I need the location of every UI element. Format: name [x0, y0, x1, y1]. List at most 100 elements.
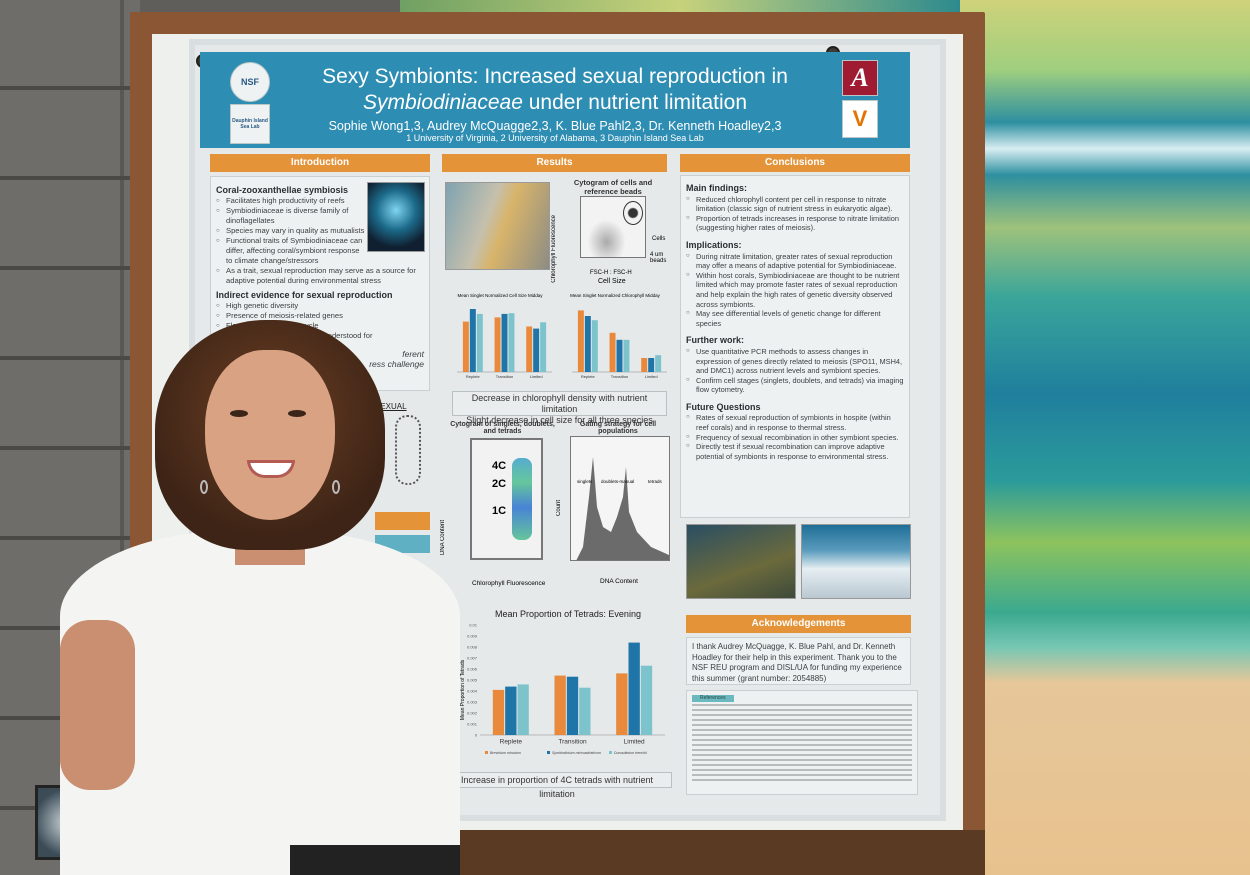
lab-photo [445, 182, 550, 270]
dna-histogram [570, 436, 670, 561]
poster-title: Sexy Symbionts: Increased sexual reprodu… [322, 65, 788, 88]
bar-replete-2 [517, 684, 529, 735]
bar-limited-2 [540, 322, 547, 372]
cell-size-chart: Mean Singlet Normalized Cell Size Midday… [457, 293, 552, 379]
ocean-painting [955, 0, 1250, 875]
conclusions-bullet: Reduced chlorophyll content per cell in … [686, 195, 904, 214]
conclusions-bullet: During nitrate limitation, greater rates… [686, 252, 904, 271]
painting-top [400, 0, 960, 14]
y-tick-label: 0 [475, 733, 478, 738]
bar-limited-1 [628, 642, 640, 735]
y-tick-label: 0.008 [467, 645, 478, 650]
conclusions-bullet: Within host corals, Symbiodiniaceae are … [686, 271, 904, 309]
references-header: References [692, 695, 734, 702]
bar-limited-0 [616, 673, 628, 735]
bar-limited-0 [641, 358, 648, 372]
bar-replete-2 [476, 313, 483, 372]
bleached-coral-photo [801, 524, 911, 599]
conclusions-section-title: Implications: [686, 239, 742, 250]
callout-line: Decrease in chlorophyll density with nut… [471, 393, 648, 414]
bar-replete-2 [591, 320, 598, 372]
histogram-xlabel: DNA Content [600, 578, 638, 585]
tetrads-chart: Mean Proportion of Tetrads: Evening Mean… [460, 609, 665, 755]
gate-singlets: singlets [577, 479, 593, 484]
cytogram1-ylabel: Chlorophyll Fluorescence [551, 215, 557, 283]
category-label: Transition [558, 739, 587, 746]
y-tick-label: 0.004 [467, 689, 478, 694]
dark-pants [290, 845, 460, 875]
category-label: Limited [530, 374, 543, 379]
intro-partial-text: ress challenge [369, 359, 424, 369]
intro-bullet: Functional traits of Symbiodiniaceae can… [216, 236, 366, 266]
intro-heading-symbiosis: Coral-zooxanthellae symbiosis [216, 185, 349, 195]
intro-bullet: Facilitates high productivity of reefs [216, 196, 366, 206]
conclusions-header: Conclusions [680, 154, 910, 172]
bar-transition-1 [566, 676, 579, 735]
conclusions-bullet: Confirm cell stages (singlets, doublets,… [686, 376, 904, 395]
gate-1c-label: 1C [492, 505, 507, 517]
bar-transition-2 [579, 687, 591, 735]
conclusions-bullet: Frequency of sexual recombination in oth… [686, 433, 904, 443]
y-tick-label: 0.009 [467, 634, 478, 639]
person-presenter [60, 320, 480, 875]
introduction-header: Introduction [210, 154, 430, 172]
bar-replete-0 [577, 310, 584, 372]
cells-label: Cells [652, 236, 666, 242]
bar-replete-1 [469, 309, 476, 372]
conclusions-bullet: Use quantitative PCR methods to assess c… [686, 347, 904, 376]
category-label: Limited [624, 739, 645, 746]
intro-orange-bar [375, 512, 430, 530]
acknowledgements-header: Acknowledgements [686, 615, 911, 633]
category-label: Transition [496, 374, 513, 379]
cytogram1-title: Cytogram of cells and reference beads [573, 178, 653, 196]
poster-affiliations: 1 University of Virginia, 2 University o… [406, 133, 704, 143]
results-callout-chlorophyll: Decrease in chlorophyll density with nut… [452, 391, 667, 425]
histogram-title: Gating strategy for cell populations [579, 421, 657, 435]
meiosis-diagram [395, 415, 421, 485]
category-label: Replete [466, 374, 481, 379]
bar-transition-0 [494, 317, 501, 372]
alabama-logo: A [842, 60, 878, 96]
category-label: Replete [581, 374, 596, 379]
y-tick-label: 0.01 [469, 623, 478, 628]
chart-title: Mean Singlet Normalized Cell Size Midday [457, 293, 543, 298]
intro-bullet: As a trait, sexual reproduction may serv… [216, 266, 424, 286]
acknowledgements-text: I thank Audrey McQuagge, K. Blue Pahl, a… [686, 637, 911, 685]
bar-replete-0 [462, 321, 469, 372]
intro-partial-text: ferent [402, 349, 424, 359]
cytogram2-plot [470, 438, 543, 560]
bar-limited-0 [526, 326, 533, 372]
coral-fluorescence-photo [367, 182, 425, 252]
intro-bullet: Species may vary in quality as mutualist… [216, 226, 366, 236]
references-box: References [686, 690, 918, 795]
poster-authors: Sophie Wong1,3, Audrey McQuagge2,3, K. B… [328, 119, 782, 133]
conclusions-bullet: May see differential levels of genetic c… [686, 309, 904, 328]
bar-replete-0 [492, 689, 505, 735]
beads-label: 4 um beads [650, 252, 667, 264]
results-header: Results [442, 154, 667, 172]
poster-header: Sexy Symbionts: Increased sexual reprodu… [200, 52, 910, 148]
gate-4c-label: 4C [492, 460, 507, 472]
bar-transition-1 [616, 339, 623, 372]
legend-entry: Durusdinium trenchii [614, 751, 647, 755]
gate-2c-label: 2C [492, 478, 507, 490]
y-tick-label: 0.001 [467, 722, 478, 727]
intro-bullet: High genetic diversity [216, 301, 424, 311]
y-tick-label: 0.002 [467, 711, 478, 716]
intro-bullet: Presence of meiosis-related genes [216, 311, 424, 321]
intro-heading-evidence: Indirect evidence for sexual reproductio… [216, 290, 393, 300]
poster-title-line2: Symbiodiniaceae under nutrient limitatio… [362, 91, 748, 114]
eye [288, 410, 306, 417]
cytogram2-xlabel: Chlorophyll Fluorescence [472, 580, 546, 587]
chart-ylabel: Mean Proportion of Tetrads [460, 659, 466, 720]
y-tick-label: 0.003 [467, 700, 478, 705]
legend-entry: Symbiodinium microadriaticum [552, 751, 601, 755]
dna-populations [512, 458, 532, 540]
legend-swatch [547, 751, 550, 754]
bar-transition-2 [508, 313, 515, 372]
disl-logo: Dauphin Island Sea Lab [230, 104, 270, 144]
conclusions-box: Main findings: Reduced chlorophyll conten… [680, 175, 910, 518]
cells-gate [623, 201, 643, 225]
category-label: Replete [500, 739, 523, 746]
bar-limited-1 [648, 358, 655, 372]
